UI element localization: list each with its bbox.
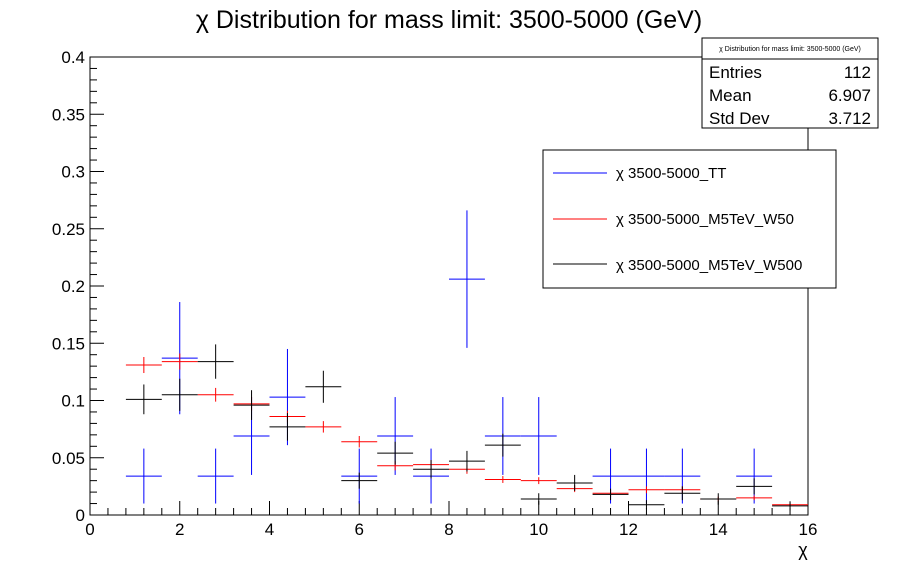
data-point — [305, 421, 342, 433]
data-point — [197, 448, 234, 504]
data-point — [341, 435, 378, 448]
y-tick-label: 0 — [76, 506, 85, 525]
data-point — [197, 344, 234, 379]
y-tick-label: 0.15 — [52, 334, 85, 353]
data-point — [484, 433, 521, 457]
data-point — [736, 495, 773, 501]
data-point — [233, 390, 270, 420]
data-point — [556, 474, 593, 491]
y-tick-label: 0.1 — [61, 392, 85, 411]
y-tick-label: 0.3 — [61, 163, 85, 182]
legend-label-w50: χ 3500-5000_M5TeV_W50 — [616, 211, 794, 228]
x-tick-label: 2 — [175, 520, 184, 539]
x-tick-label: 4 — [265, 520, 274, 539]
series-layer — [125, 210, 808, 511]
data-point — [736, 478, 773, 495]
series-2 — [125, 344, 808, 511]
legend: χ 3500-5000_TT χ 3500-5000_M5TeV_W50 χ 3… — [542, 149, 837, 289]
x-axis: 0 2 4 6 8 10 12 14 16 — [85, 501, 817, 539]
data-point — [628, 448, 665, 504]
x-axis-label: χ — [798, 540, 808, 560]
data-point — [161, 353, 198, 370]
data-point — [449, 210, 485, 348]
y-tick-label: 0.05 — [52, 449, 85, 468]
x-tick-label: 16 — [799, 520, 818, 539]
stats-mean-value: 6.907 — [828, 86, 871, 105]
data-point — [341, 472, 378, 489]
x-tick-label: 8 — [444, 520, 453, 539]
data-point — [520, 477, 557, 485]
y-tick-label: 0.4 — [61, 48, 85, 67]
y-axis: 0 0.05 0.1 0.15 0.2 0.25 0.3 0.35 0.4 — [52, 48, 104, 525]
x-tick-label: 14 — [709, 520, 728, 539]
stats-mean-label: Mean — [709, 86, 752, 105]
stats-box-frame — [701, 37, 879, 129]
stats-entries-label: Entries — [709, 63, 762, 82]
y-tick-label: 0.35 — [52, 105, 85, 124]
data-point — [520, 397, 557, 475]
data-point — [664, 486, 701, 501]
data-point — [305, 370, 342, 403]
stats-box: χ Distribution for mass limit: 3500-5000… — [701, 37, 879, 129]
data-point — [592, 488, 629, 501]
data-point — [125, 356, 162, 374]
x-tick-label: 0 — [85, 520, 94, 539]
data-point — [484, 476, 521, 483]
data-point — [377, 441, 414, 465]
y-tick-label: 0.2 — [61, 277, 85, 296]
stats-entries-value: 112 — [844, 63, 871, 82]
data-point — [628, 500, 665, 510]
data-point — [628, 486, 665, 494]
data-point — [700, 493, 737, 505]
data-point — [449, 450, 485, 472]
data-point — [772, 501, 808, 511]
data-point — [520, 493, 557, 505]
legend-label-tt: χ 3500-5000_TT — [616, 165, 726, 182]
stats-stddev-label: Std Dev — [709, 109, 770, 128]
y-tick-label: 0.25 — [52, 220, 85, 239]
data-point — [125, 384, 162, 415]
chart-title: χ Distribution for mass limit: 3500-5000… — [196, 6, 702, 34]
stats-box-title: χ Distribution for mass limit: 3500-5000… — [719, 46, 861, 53]
data-point — [161, 378, 198, 411]
x-tick-label: 12 — [619, 520, 638, 539]
data-point — [413, 460, 449, 479]
data-point — [197, 387, 234, 402]
x-tick-label: 10 — [529, 520, 548, 539]
legend-label-w500: χ 3500-5000_M5TeV_W500 — [616, 257, 802, 274]
stats-stddev-value: 3.712 — [828, 109, 871, 128]
data-point — [125, 448, 162, 504]
x-tick-label: 6 — [355, 520, 364, 539]
data-point — [269, 413, 306, 441]
